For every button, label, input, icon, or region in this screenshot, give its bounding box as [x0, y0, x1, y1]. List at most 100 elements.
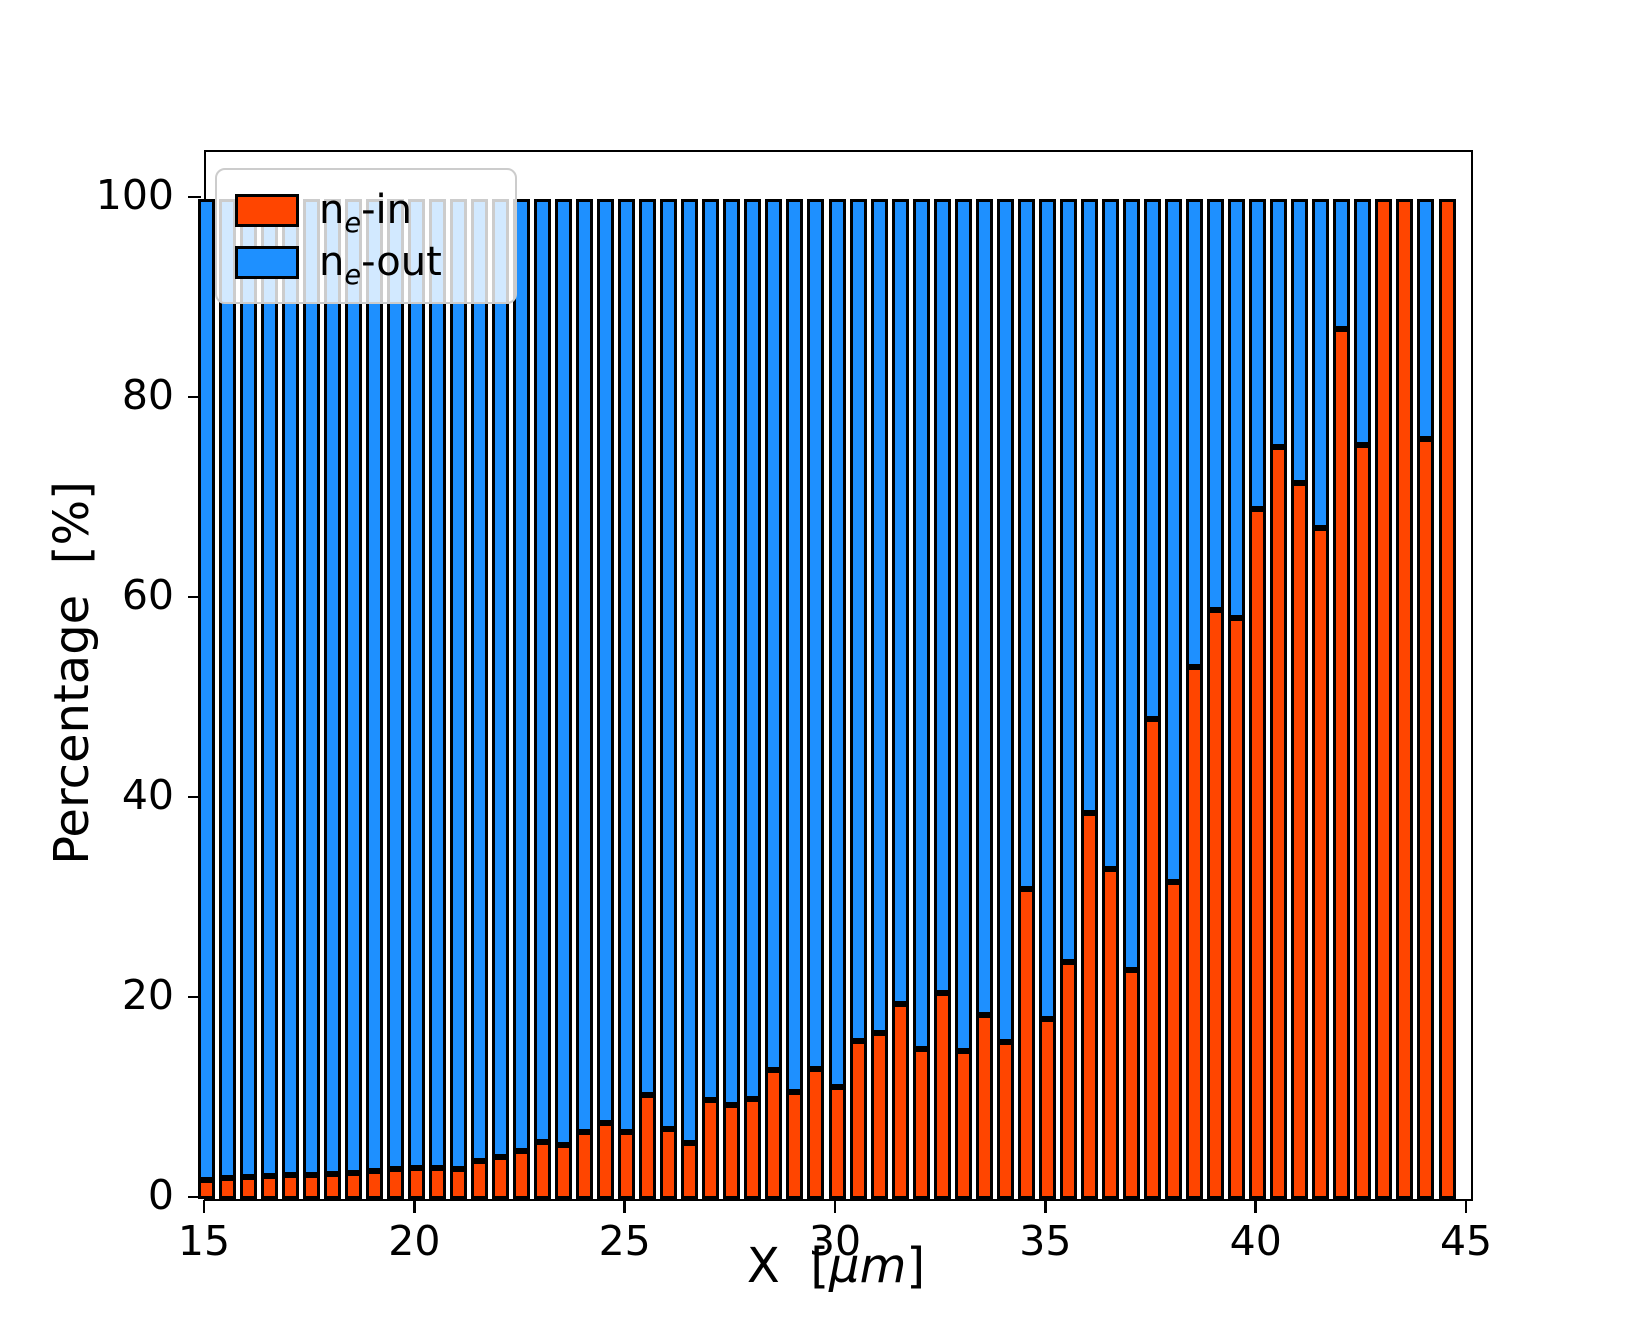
- bar-segment-ne-in: [849, 1041, 867, 1199]
- bar-x28: [744, 152, 762, 1199]
- bar-x43: [1375, 152, 1393, 1199]
- legend-entry-ne-out: ne-out: [235, 236, 497, 289]
- bar-x26.5: [681, 152, 699, 1199]
- bar-segment-ne-in: [386, 1169, 404, 1199]
- bar-segment-ne-out: [534, 199, 552, 1142]
- bar-x36.5: [1101, 152, 1119, 1199]
- bar-segment-ne-out: [428, 199, 446, 1168]
- bar-x19: [365, 152, 383, 1199]
- bar-segment-ne-out: [365, 199, 383, 1171]
- bar-segment-ne-in: [1354, 445, 1372, 1199]
- bar-segment-ne-out: [470, 199, 488, 1161]
- bar-segment-ne-out: [1101, 199, 1119, 869]
- bar-segment-ne-out: [1270, 199, 1288, 447]
- bar-x36: [1080, 152, 1098, 1199]
- bar-segment-ne-out: [744, 199, 762, 1099]
- x-tick-label: 35: [1019, 1217, 1072, 1265]
- bar-segment-ne-in: [723, 1105, 741, 1199]
- bar-segment-ne-in: [1228, 618, 1246, 1199]
- bar-segment-ne-in: [1165, 882, 1183, 1199]
- bar-x18: [323, 152, 341, 1199]
- bar-segment-ne-out: [1207, 199, 1225, 610]
- bar-segment-ne-in: [660, 1129, 678, 1199]
- bar-segment-ne-in: [1186, 667, 1204, 1199]
- bar-segment-ne-in: [597, 1123, 615, 1199]
- bar-segment-ne-in: [1270, 447, 1288, 1199]
- bar-segment-ne-in: [870, 1033, 888, 1199]
- plot-area: ne-in ne-out: [197, 150, 1473, 1201]
- bar-segment-ne-out: [849, 199, 867, 1041]
- bar-segment-ne-in: [618, 1132, 636, 1199]
- y-tick-label: 80: [121, 371, 174, 419]
- bar-x16.5: [260, 152, 278, 1199]
- bar-segment-ne-in: [344, 1173, 362, 1199]
- x-tick: [1464, 1200, 1468, 1213]
- y-tick: [188, 1195, 201, 1199]
- bar-x44: [1417, 152, 1435, 1199]
- bar-x22.5: [513, 152, 530, 1199]
- bar-segment-ne-out: [828, 199, 846, 1087]
- bar-x40.5: [1270, 152, 1288, 1199]
- y-tick-label: 20: [121, 971, 174, 1019]
- bar-segment-ne-in: [407, 1168, 425, 1199]
- bar-segment-ne-in: [1080, 813, 1098, 1199]
- bar-segment-ne-out: [765, 199, 783, 1070]
- bar-segment-ne-in: [681, 1143, 699, 1199]
- bar-segment-ne-in: [1101, 869, 1119, 1199]
- bar-segment-ne-out: [1228, 199, 1246, 618]
- y-tick: [188, 995, 201, 999]
- bar-segment-ne-out: [260, 199, 278, 1176]
- bar-x20.5: [428, 152, 446, 1199]
- y-tick-label: 0: [147, 1171, 174, 1219]
- bar-segment-ne-in: [639, 1095, 657, 1199]
- bar-segment-ne-out: [1144, 199, 1162, 719]
- bar-x26: [660, 152, 678, 1199]
- bar-segment-ne-in: [323, 1174, 341, 1199]
- x-tick: [833, 1200, 837, 1213]
- bar-segment-ne-out: [933, 199, 951, 993]
- y-tick: [188, 795, 201, 799]
- bar-segment-ne-in: [786, 1092, 804, 1199]
- bar-segment-ne-in: [744, 1099, 762, 1199]
- bar-segment-ne-out: [1123, 199, 1140, 970]
- x-tick-label: 15: [177, 1217, 231, 1265]
- legend-label-ne-in: ne-in: [319, 187, 412, 239]
- bar-segment-ne-in: [1291, 483, 1309, 1199]
- bar-segment-ne-in: [365, 1171, 383, 1199]
- bar-x23.5: [555, 152, 573, 1199]
- bar-x24: [576, 152, 594, 1199]
- bar-segment-ne-out: [555, 199, 573, 1145]
- bar-x18.5: [344, 152, 362, 1199]
- bar-segment-ne-in: [1333, 329, 1351, 1199]
- bar-x43.5: [1396, 152, 1414, 1199]
- bar-segment-ne-in: [975, 1015, 993, 1199]
- bar-segment-ne-out: [912, 199, 930, 1049]
- bar-segment-ne-in: [239, 1177, 257, 1199]
- bar-segment-ne-in: [1375, 199, 1393, 1199]
- x-tick-label: 45: [1439, 1217, 1493, 1265]
- bar-x20: [407, 152, 425, 1199]
- x-tick-label: 25: [598, 1217, 651, 1265]
- bar-segment-ne-out: [407, 199, 425, 1168]
- bar-segment-ne-out: [681, 199, 699, 1143]
- x-tick: [413, 1200, 416, 1213]
- bar-x41.5: [1312, 152, 1330, 1199]
- legend-swatch-ne-out: [235, 245, 299, 279]
- bar-segment-ne-out: [239, 199, 257, 1177]
- x-tick-label: 30: [808, 1217, 862, 1265]
- y-tick-label: 100: [95, 171, 174, 219]
- bar-x15.5: [218, 152, 236, 1199]
- bar-segment-ne-out: [218, 199, 236, 1178]
- bar-segment-ne-in: [470, 1161, 488, 1199]
- bar-x30.5: [849, 152, 867, 1199]
- bar-x38.5: [1186, 152, 1204, 1199]
- y-tick: [188, 595, 201, 599]
- bar-segment-ne-out: [344, 199, 362, 1173]
- bar-segment-ne-out: [618, 199, 636, 1132]
- bar-x21: [449, 152, 467, 1199]
- bar-segment-ne-in: [1123, 970, 1140, 1199]
- bar-x34: [996, 152, 1014, 1199]
- bar-segment-ne-out: [660, 199, 678, 1129]
- bar-segment-ne-out: [702, 199, 720, 1100]
- bar-segment-ne-out: [786, 199, 804, 1092]
